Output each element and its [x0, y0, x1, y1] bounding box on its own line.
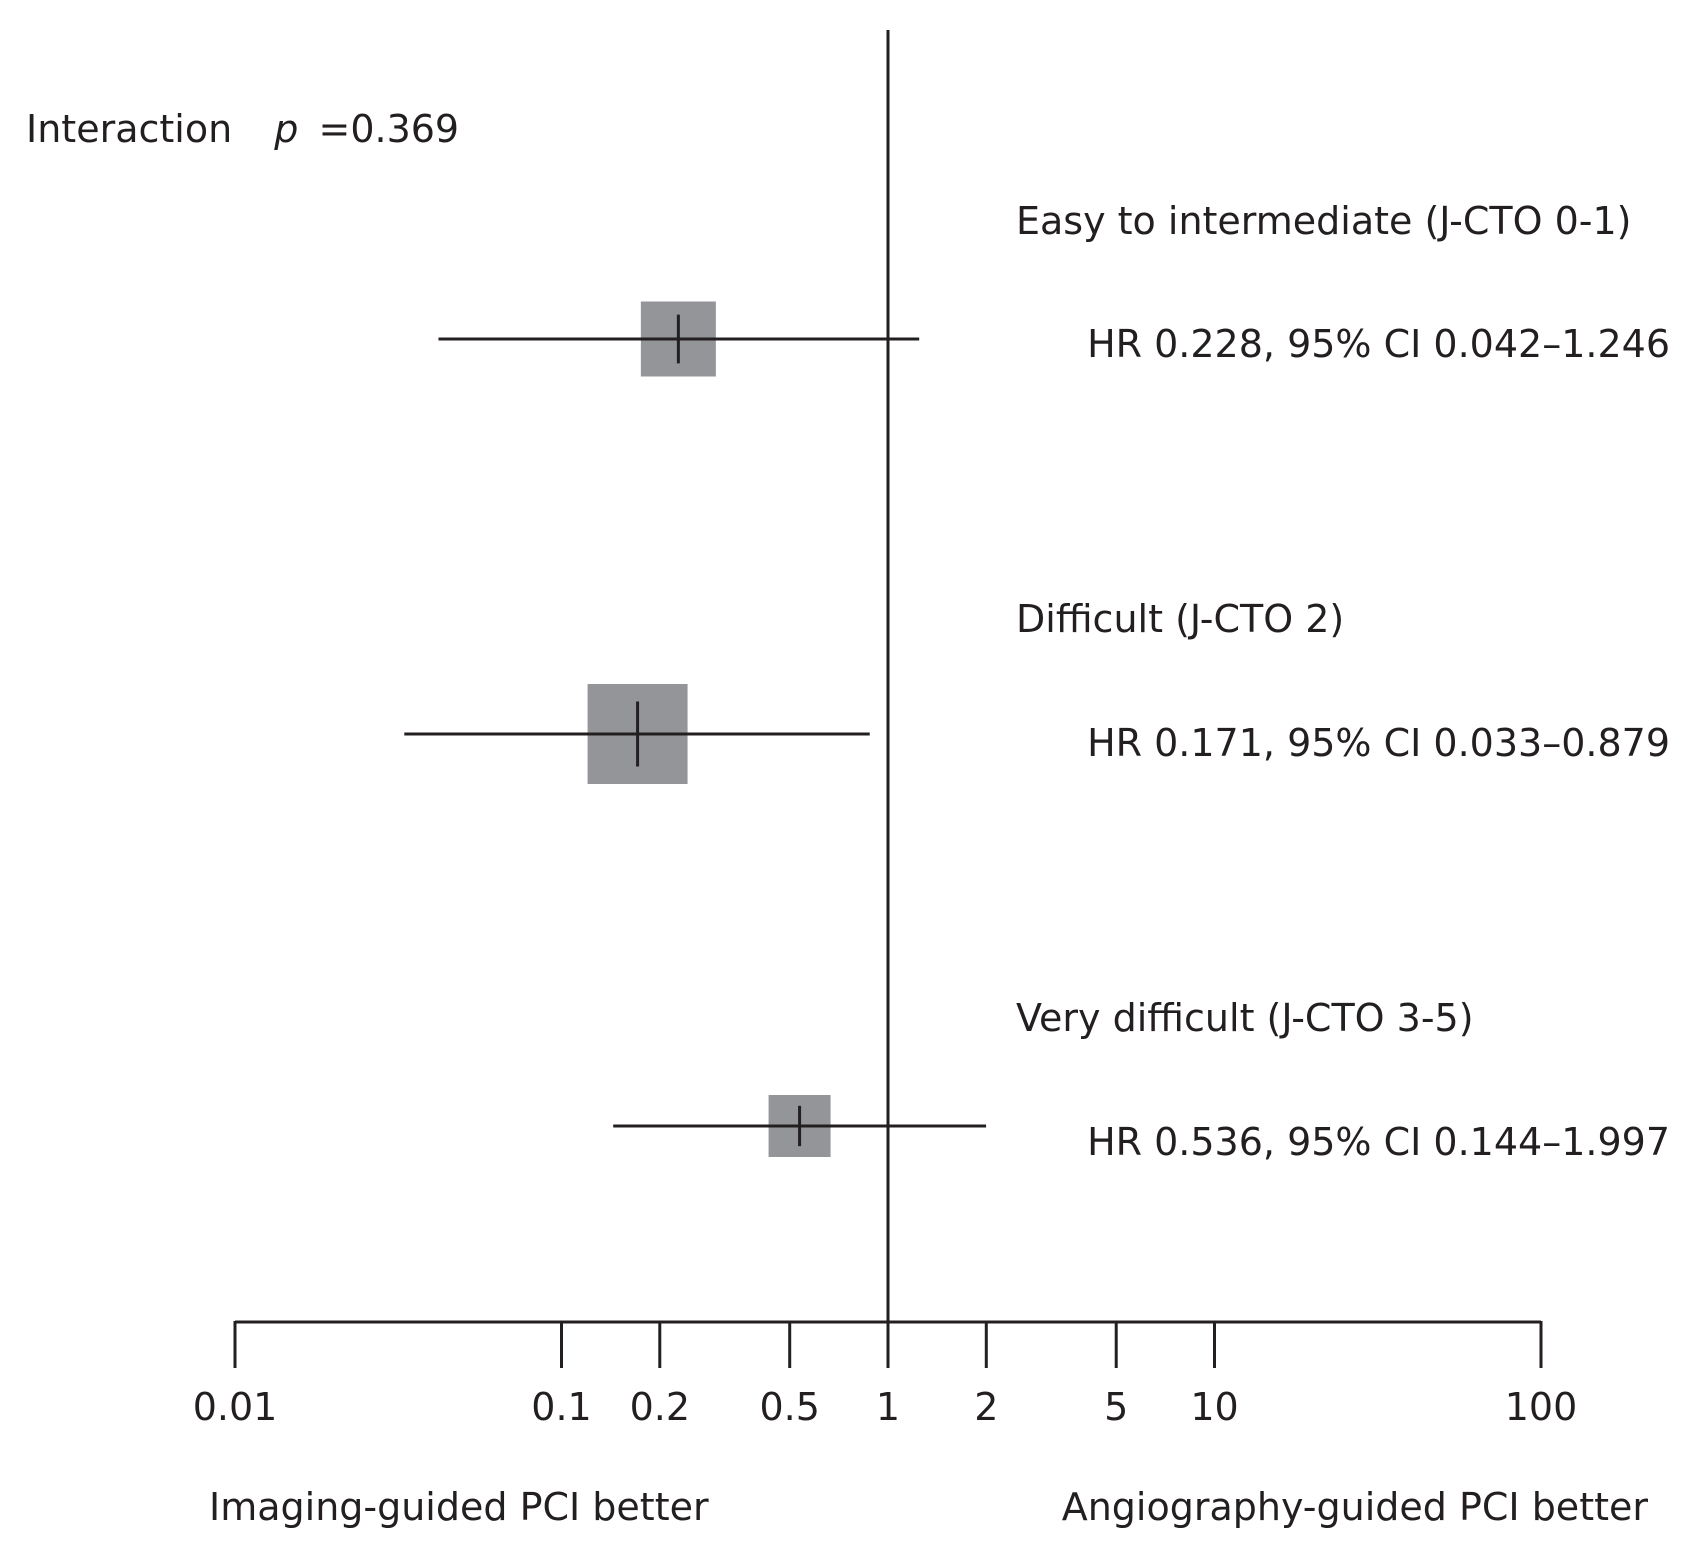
forest-row-3: Very difficult (J-CTO 3-5) HR 0.536, 95% … — [613, 996, 1670, 1164]
x-tick-label-10: 10 — [1190, 1385, 1238, 1429]
left-favour-label: Imaging-guided PCI better — [209, 1485, 709, 1529]
x-tick-label-0.5: 0.5 — [759, 1385, 819, 1429]
hr-stat-label: HR 0.536, 95% CI 0.144–1.997 — [1087, 1120, 1670, 1164]
forest-rows: Easy to intermediate (J-CTO 0-1) HR 0.228… — [404, 199, 1670, 1164]
group-label: Very difficult (J-CTO 3-5) — [1016, 996, 1474, 1040]
forest-row-2: Difficult (J-CTO 2) HR 0.171, 95% CI 0.03… — [404, 597, 1670, 784]
x-tick-label-0.2: 0.2 — [630, 1385, 690, 1429]
interaction-prefix: Interaction — [26, 107, 232, 151]
right-favour-label: Angiography-guided PCI better — [1062, 1485, 1649, 1529]
group-label: Easy to intermediate (J-CTO 0-1) — [1016, 199, 1632, 243]
interaction-p-symbol: p — [273, 107, 298, 151]
x-tick-label-0.01: 0.01 — [193, 1385, 278, 1429]
x-axis: 0.01 0.1 0.2 0.5 1 2 5 10 100 — [193, 1320, 1578, 1429]
x-tick-label-2: 2 — [974, 1385, 998, 1429]
x-tick-label-0.1: 0.1 — [531, 1385, 591, 1429]
group-label: Difficult (J-CTO 2) — [1016, 597, 1344, 641]
x-tick-label-100: 100 — [1505, 1385, 1578, 1429]
interaction-annotation: Interaction p =0.369 — [26, 107, 459, 151]
hr-stat-label: HR 0.171, 95% CI 0.033–0.879 — [1087, 721, 1670, 765]
x-tick-label-1: 1 — [876, 1385, 900, 1429]
hr-stat-label: HR 0.228, 95% CI 0.042–1.246 — [1087, 322, 1670, 366]
x-tick-label-5: 5 — [1104, 1385, 1128, 1429]
interaction-p-value: =0.369 — [318, 107, 459, 151]
forest-row-1: Easy to intermediate (J-CTO 0-1) HR 0.228… — [438, 199, 1670, 377]
